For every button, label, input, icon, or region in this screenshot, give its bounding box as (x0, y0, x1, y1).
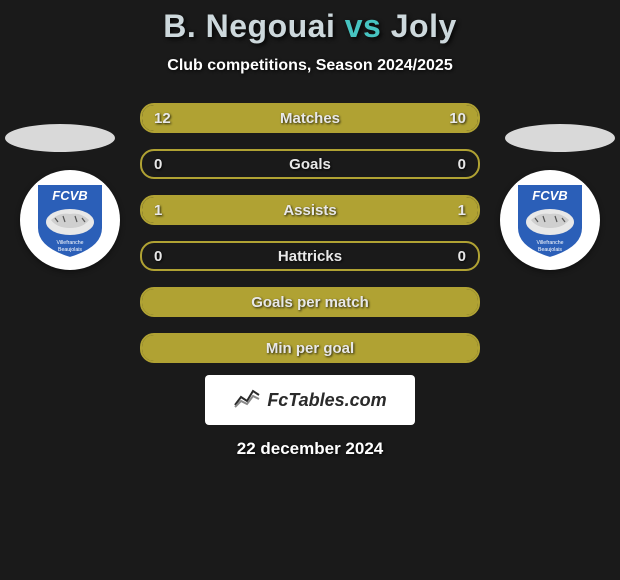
stat-value-right: 0 (458, 156, 466, 173)
page-title: B. Negouai vs Joly (163, 8, 457, 45)
chart-icon (233, 387, 261, 414)
stat-label: Hattricks (278, 248, 342, 265)
stat-value-right: 10 (449, 110, 466, 127)
watermark: FcTables.com (205, 375, 415, 425)
stat-row: Min per goal (140, 333, 480, 363)
stats-list: 12 10 Matches 0 0 Goals 1 1 Assists 0 0 Hattricks Go… (0, 103, 620, 363)
stat-value-left: 12 (154, 110, 171, 127)
subtitle: Club competitions, Season 2024/2025 (167, 57, 452, 75)
stat-value-right: 1 (458, 202, 466, 219)
stat-label: Min per goal (266, 340, 354, 357)
vs-label: vs (345, 8, 382, 44)
stat-row: 1 1 Assists (140, 195, 480, 225)
watermark-text: FcTables.com (267, 390, 386, 411)
stat-label: Goals per match (251, 294, 369, 311)
stat-row: Goals per match (140, 287, 480, 317)
player-right-name: Joly (391, 8, 457, 44)
stat-value-left: 0 (154, 248, 162, 265)
stat-value-left: 0 (154, 156, 162, 173)
date-label: 22 december 2024 (237, 439, 384, 459)
stat-label: Matches (280, 110, 340, 127)
stat-row: 0 0 Goals (140, 149, 480, 179)
stat-label: Assists (283, 202, 336, 219)
stat-row: 0 0 Hattricks (140, 241, 480, 271)
stat-value-left: 1 (154, 202, 162, 219)
stat-value-right: 0 (458, 248, 466, 265)
stat-row: 12 10 Matches (140, 103, 480, 133)
player-left-name: B. Negouai (163, 8, 335, 44)
stat-label: Goals (289, 156, 331, 173)
